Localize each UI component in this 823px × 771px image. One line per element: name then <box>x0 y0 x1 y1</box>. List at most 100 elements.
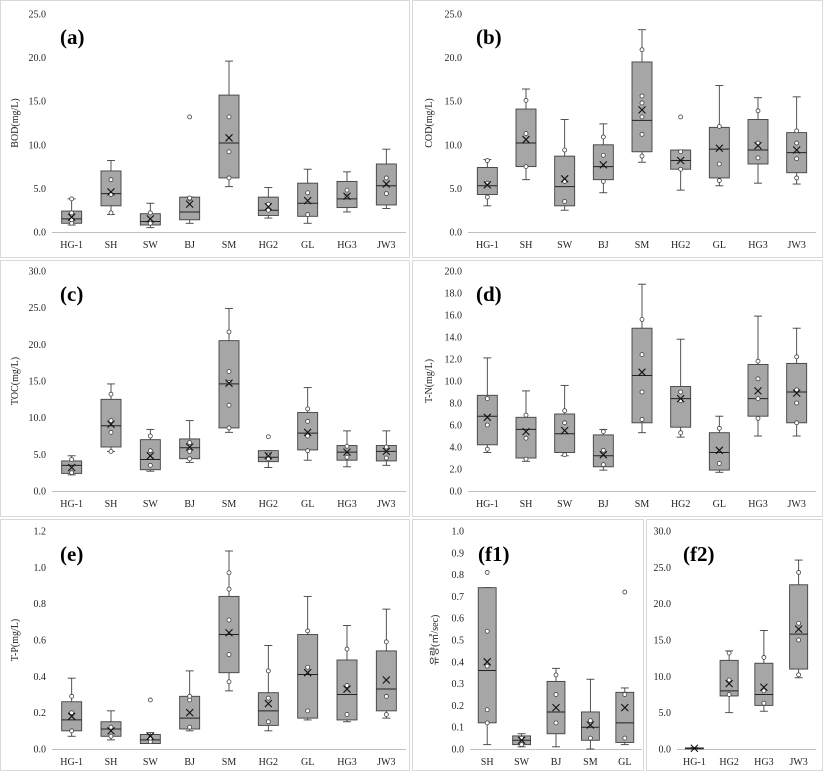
data-point <box>639 352 645 358</box>
y-tick-label: 25.0 <box>29 303 47 314</box>
data-point <box>523 456 529 462</box>
data-point <box>755 376 761 382</box>
data-point <box>484 570 490 575</box>
x-tick-label: GL <box>618 757 631 768</box>
x-tick-label: SW <box>557 499 573 510</box>
y-tick-label: 12.0 <box>445 355 463 366</box>
data-point <box>226 586 232 592</box>
x-tick-label: BJ <box>184 240 195 251</box>
mean-marker <box>725 679 734 688</box>
data-point <box>147 210 153 216</box>
y-tick-label: 20.0 <box>29 53 47 64</box>
y-tick-label: 6.0 <box>450 421 463 432</box>
data-point <box>794 387 800 393</box>
mean-marker <box>225 379 233 388</box>
iqr-box <box>257 692 279 726</box>
data-point <box>383 191 389 197</box>
x-tick-label: SW <box>557 240 573 251</box>
iqr-box <box>708 126 730 179</box>
mean-marker <box>638 106 646 114</box>
data-point <box>519 742 524 748</box>
mean-marker <box>522 135 530 144</box>
iqr-box <box>631 61 653 153</box>
y-tick-label: 0.0 <box>450 487 463 498</box>
y-tick-label: 1.0 <box>452 527 465 538</box>
mean-marker <box>303 428 312 437</box>
data-point <box>755 358 761 364</box>
panel-label: (f1) <box>478 542 509 566</box>
mean-marker <box>225 628 233 637</box>
y-tick-label: 5.0 <box>34 184 47 195</box>
data-point <box>484 628 490 634</box>
x-tick-label: GL <box>301 240 314 251</box>
mean-marker <box>560 174 569 183</box>
panel-label: (b) <box>476 25 502 49</box>
data-point <box>678 430 684 436</box>
y-tick-label: 15.0 <box>445 97 463 108</box>
mean-marker <box>67 213 76 222</box>
mean-marker <box>382 447 391 456</box>
data-point <box>265 695 271 701</box>
box-SM <box>218 550 240 692</box>
y-tick-label: 16.0 <box>445 311 463 322</box>
box-JW3 <box>375 608 397 719</box>
data-point <box>69 457 75 462</box>
y-tick-label: 0.0 <box>34 745 47 756</box>
box-SH <box>100 383 122 454</box>
data-point <box>794 156 800 162</box>
data-point <box>187 440 193 446</box>
data-point <box>344 443 350 449</box>
box-HG-1 <box>476 158 498 207</box>
panel-a: 0.0 5.0 10.0 15.0 20.0 25.0 BOD(mg/L) (a) HG-1 SH… <box>0 0 410 258</box>
panel-label: (c) <box>60 282 83 306</box>
data-point <box>588 735 593 741</box>
y-tick-label: 0.0 <box>34 228 47 239</box>
data-point <box>265 719 271 725</box>
data-point <box>678 389 684 395</box>
iqr-box <box>592 144 614 181</box>
data-point <box>726 692 732 697</box>
x-tick-label: BJ <box>598 499 609 510</box>
x-tick-label: BJ <box>598 240 609 251</box>
data-point <box>794 354 800 360</box>
mean-marker <box>107 420 115 429</box>
iqr-box <box>477 587 497 724</box>
data-point <box>523 435 529 441</box>
mean-marker <box>185 708 194 717</box>
mean-marker <box>107 187 115 196</box>
x-tick-label: HG3 <box>748 240 767 251</box>
iqr-box <box>297 634 319 719</box>
data-point <box>484 422 490 428</box>
data-point <box>383 175 389 181</box>
x-tick-label: HG3 <box>337 240 356 251</box>
x-tick-label: SW <box>143 240 159 251</box>
x-tick-label: GL <box>301 499 314 510</box>
y-tick-label: 15.0 <box>654 636 672 647</box>
data-point <box>69 693 75 699</box>
iqr-box <box>789 584 809 670</box>
y-tick-label: 10.0 <box>445 140 463 151</box>
data-point <box>796 672 802 678</box>
iqr-box <box>100 398 122 448</box>
data-point <box>108 210 114 216</box>
y-axis-label: 유량(㎥/sec) <box>428 615 441 666</box>
y-tick-label: 20.0 <box>29 340 47 351</box>
box-HG-1 <box>61 677 83 737</box>
data-point <box>600 429 606 435</box>
data-point <box>755 415 761 421</box>
y-tick-label: 25.0 <box>445 10 463 21</box>
box-SM <box>631 29 653 163</box>
box-GL <box>708 415 730 473</box>
iqr-box <box>297 412 319 451</box>
x-tick-label: HG3 <box>337 499 356 510</box>
y-axis-label: TOC(mg/L) <box>10 357 21 405</box>
box-HG-1 <box>476 357 498 453</box>
data-point <box>484 663 490 669</box>
data-point <box>108 391 114 397</box>
data-point <box>562 420 568 426</box>
data-point <box>344 646 350 652</box>
mean-marker <box>715 144 724 153</box>
panel-label: (f2) <box>683 542 714 566</box>
panel-label: (e) <box>60 542 83 566</box>
data-point <box>226 114 232 120</box>
